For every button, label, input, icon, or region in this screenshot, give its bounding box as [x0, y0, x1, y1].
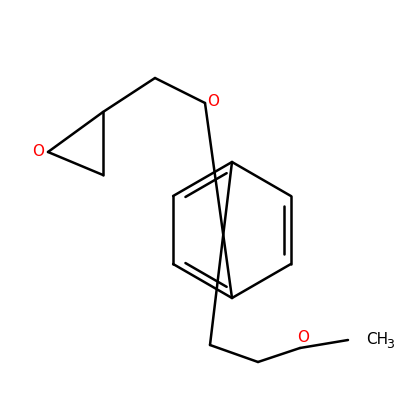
- Text: CH: CH: [366, 332, 388, 348]
- Text: O: O: [32, 144, 44, 160]
- Text: O: O: [297, 330, 309, 346]
- Text: O: O: [207, 94, 219, 108]
- Text: 3: 3: [386, 338, 394, 352]
